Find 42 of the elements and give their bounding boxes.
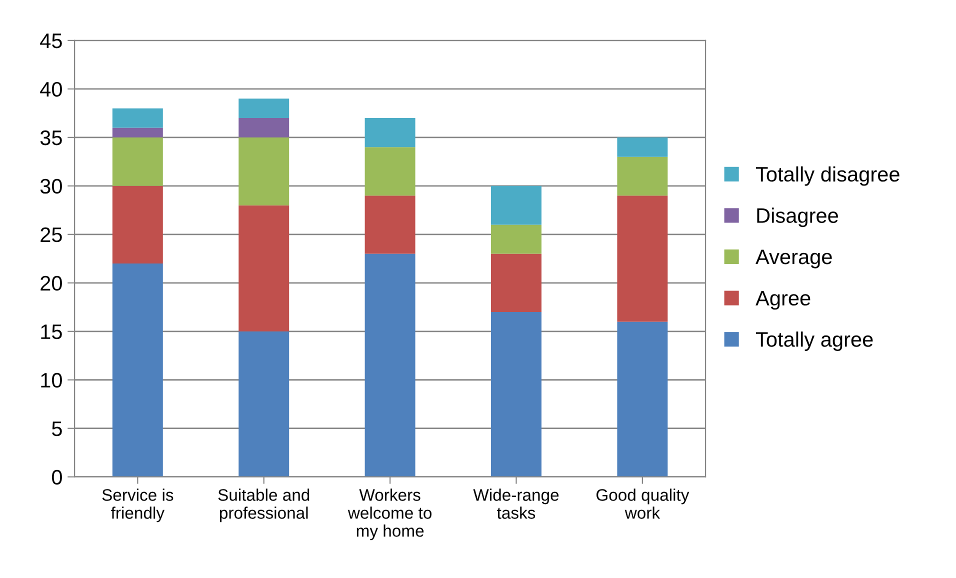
bar xyxy=(238,331,290,477)
legend-label: Disagree xyxy=(757,208,838,228)
legend-label: Totally disagree xyxy=(756,166,900,186)
bar xyxy=(238,98,290,118)
bar xyxy=(491,254,542,312)
bar xyxy=(112,186,163,264)
y-tick-label: 30 xyxy=(40,178,62,194)
bar xyxy=(112,137,163,186)
bar xyxy=(617,322,668,477)
bar xyxy=(112,108,163,128)
bar xyxy=(491,186,542,225)
y-tick-label: 35 xyxy=(40,130,62,146)
bar xyxy=(364,254,416,477)
bar xyxy=(238,118,290,138)
x-tick-label: Workers welcome to my home xyxy=(348,488,432,540)
y-tick-label: 20 xyxy=(40,276,62,291)
bar xyxy=(364,147,416,196)
bar xyxy=(617,137,668,157)
bar xyxy=(617,156,668,196)
y-tick-label: 15 xyxy=(41,324,62,340)
legend-label: Totally agree xyxy=(756,332,873,351)
bar xyxy=(238,137,290,206)
bar xyxy=(112,264,163,477)
x-tick-label: Good quality work xyxy=(596,488,690,519)
x-tick-label: Suitable and professional xyxy=(218,488,310,522)
bar xyxy=(238,205,290,332)
legend-label: Agree xyxy=(756,291,810,310)
bar xyxy=(491,312,542,477)
y-tick-label: 10 xyxy=(41,372,62,388)
bar xyxy=(617,196,668,322)
x-tick-label: Service is friendly xyxy=(102,488,174,522)
bar xyxy=(112,128,163,138)
y-tick-label: 0 xyxy=(52,470,62,485)
bar xyxy=(364,196,416,254)
legend-label: Average xyxy=(756,250,832,268)
x-tick-label: Wide-range tasks xyxy=(473,488,559,519)
y-tick-label: 5 xyxy=(52,422,62,436)
bar xyxy=(491,224,542,254)
y-tick-label: 45 xyxy=(40,34,62,48)
y-tick-label: 40 xyxy=(40,82,62,97)
y-tick-label: 25 xyxy=(40,227,62,242)
bar xyxy=(364,118,416,148)
